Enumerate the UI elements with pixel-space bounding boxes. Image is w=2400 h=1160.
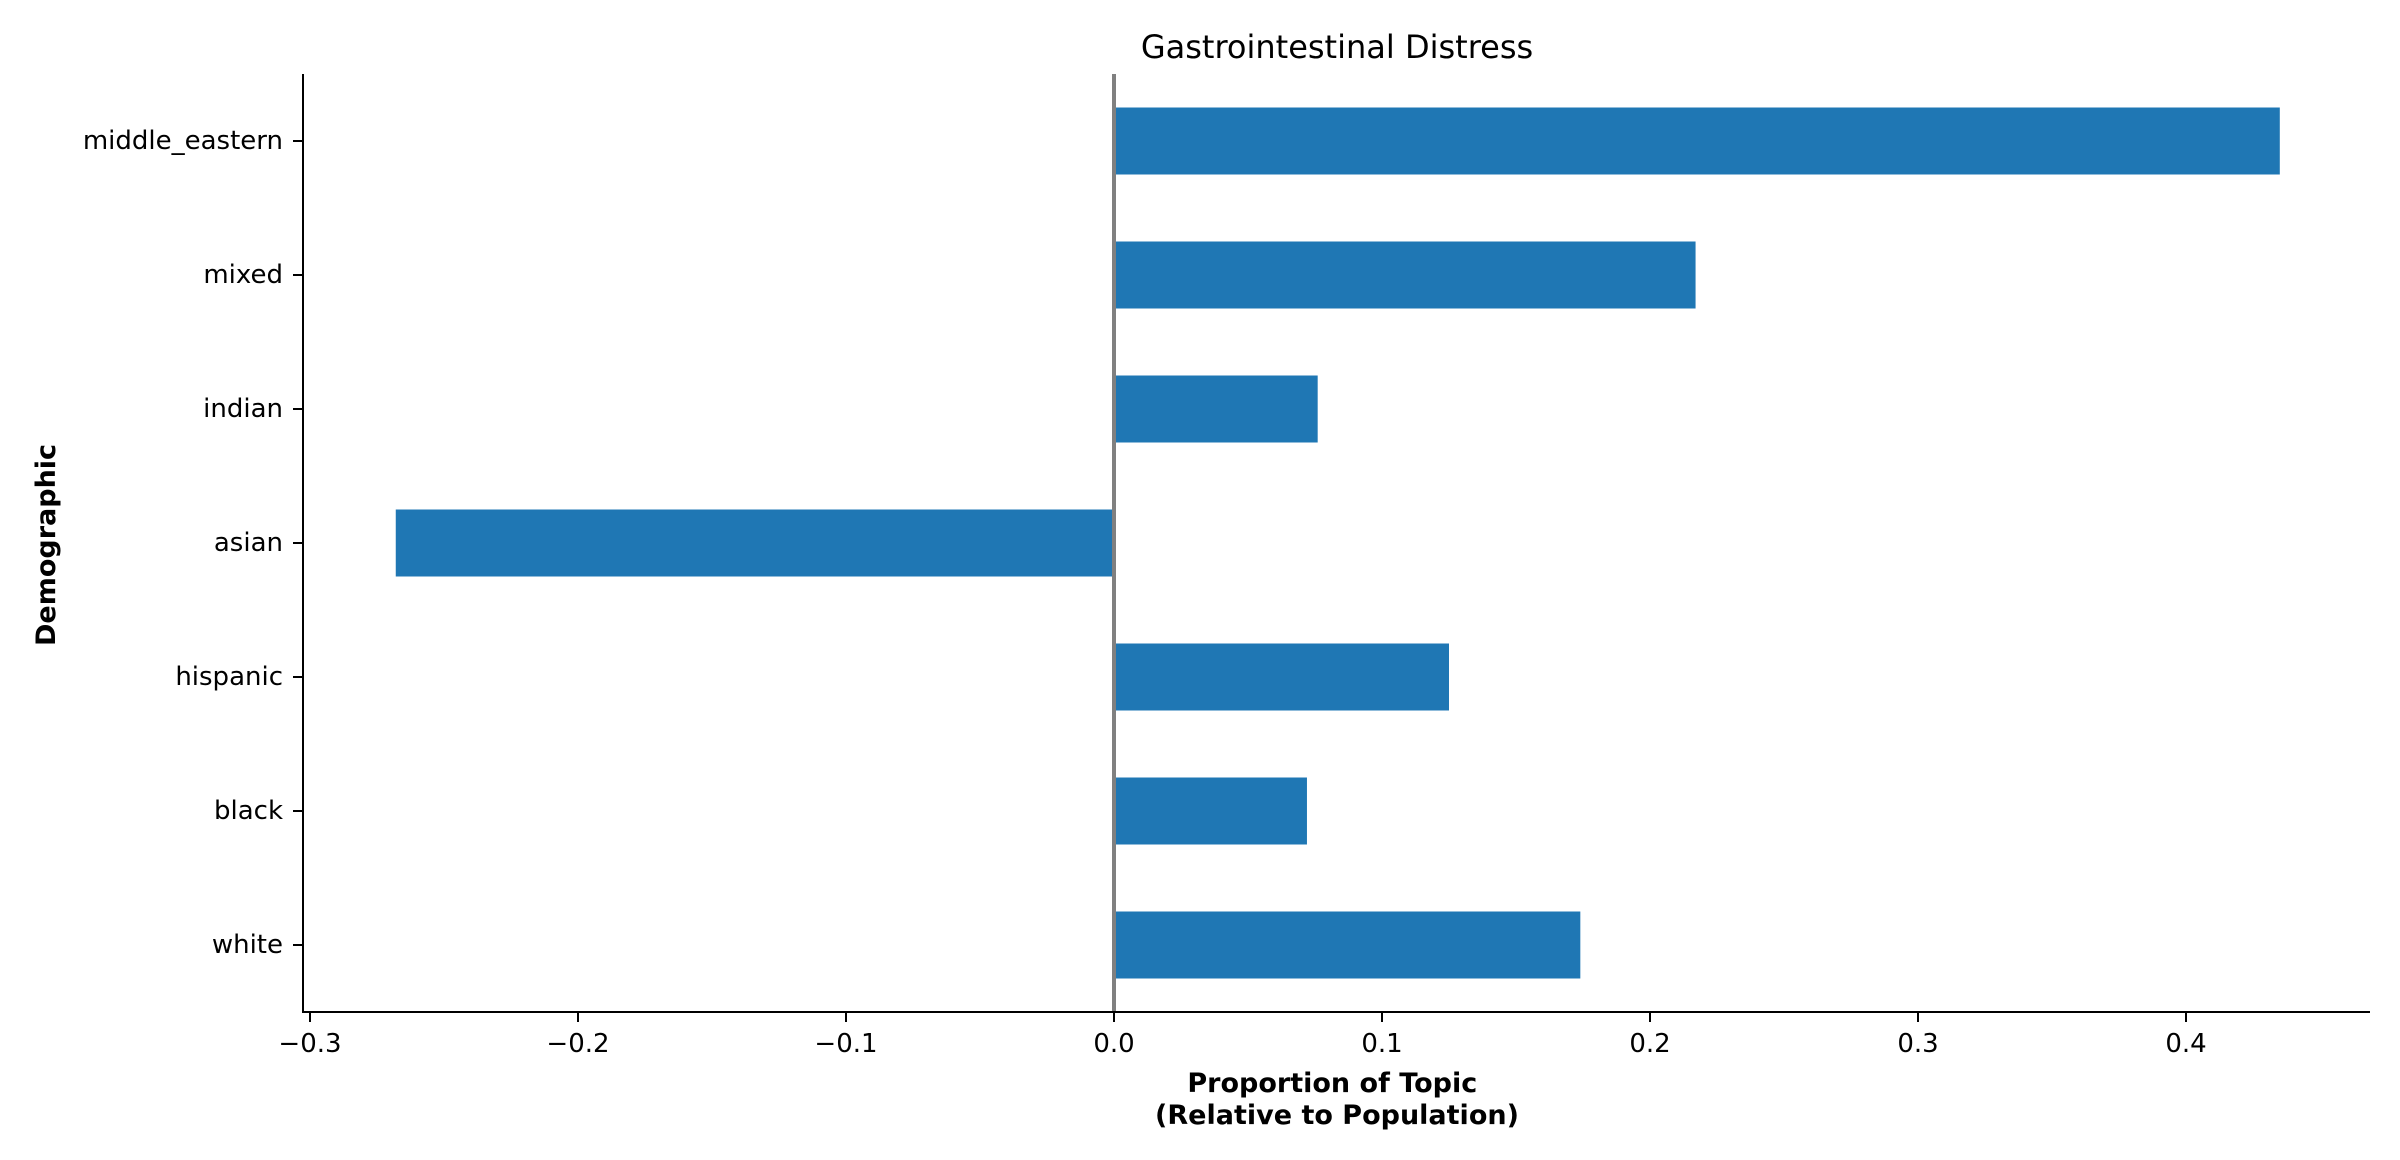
x-tick-label-6: 0.3: [1897, 1029, 1938, 1059]
bar-hispanic: [1114, 643, 1449, 711]
x-axis-ticks: −0.3 −0.2 −0.1 0.0 0.1 0.2 0.3 0.4: [278, 1012, 2207, 1059]
bar-asian: [395, 509, 1114, 577]
x-axis-label-line-2: (Relative to Population): [1155, 1100, 1519, 1131]
y-tick-label-white: white: [212, 930, 283, 960]
y-axis-label: Demographic: [31, 444, 62, 646]
y-tick-label-hispanic: hispanic: [175, 662, 283, 692]
x-tick-label-5: 0.2: [1629, 1029, 1670, 1059]
y-tick-label-indian: indian: [203, 394, 283, 424]
y-axis-ticks: white black hispanic asian indian mixed middle…: [83, 126, 303, 960]
x-tick-label-0: −0.3: [278, 1029, 341, 1059]
x-tick-label-7: 0.4: [2165, 1029, 2206, 1059]
bar-middle_eastern: [1114, 107, 2280, 175]
chart-title: Gastrointestinal Distress: [1141, 28, 1533, 66]
bar-mixed: [1114, 241, 1696, 309]
y-tick-label-black: black: [214, 796, 283, 826]
bar-white: [1114, 911, 1581, 979]
x-tick-label-3: 0.0: [1093, 1029, 1134, 1059]
x-axis-label: Proportion of Topic (Relative to Populat…: [1155, 1068, 1519, 1131]
bars-group: [395, 107, 2280, 979]
x-axis-label-line-1: Proportion of Topic: [1187, 1068, 1477, 1099]
x-tick-label-4: 0.1: [1361, 1029, 1402, 1059]
bar-black: [1114, 777, 1307, 845]
bar-indian: [1114, 375, 1318, 443]
x-tick-label-2: −0.1: [814, 1029, 877, 1059]
x-tick-label-1: −0.2: [546, 1029, 609, 1059]
y-tick-label-middle_eastern: middle_eastern: [83, 126, 283, 156]
y-tick-label-mixed: mixed: [203, 260, 283, 290]
y-tick-label-asian: asian: [214, 528, 283, 558]
